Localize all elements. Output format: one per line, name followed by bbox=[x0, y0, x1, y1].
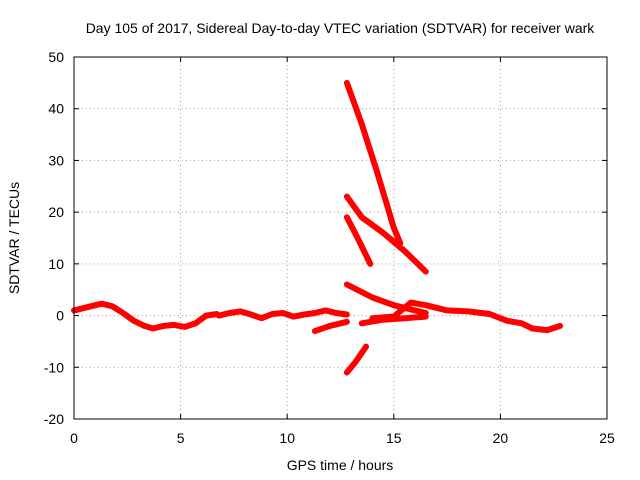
x-tick-label: 20 bbox=[493, 430, 509, 446]
y-axis-label: SDTVAR / TECUs bbox=[6, 182, 22, 294]
y-tick-label: 20 bbox=[48, 204, 64, 220]
series-spike-b bbox=[343, 193, 429, 275]
series-baseline-c bbox=[369, 299, 564, 334]
series-baseline-b bbox=[216, 307, 350, 322]
y-tick-label: 10 bbox=[48, 256, 64, 272]
series-baseline-a bbox=[71, 300, 220, 332]
series-spike-c bbox=[343, 214, 374, 267]
x-tick-label: 5 bbox=[177, 430, 185, 446]
x-tick-label: 0 bbox=[70, 430, 78, 446]
x-axis-label: GPS time / hours bbox=[287, 457, 394, 473]
series-track-a bbox=[311, 318, 350, 335]
y-tick-label: 0 bbox=[56, 308, 64, 324]
grid-lines bbox=[74, 57, 607, 419]
y-tick-label: -10 bbox=[44, 359, 64, 375]
axis-ticks: 0 5 10 15 20 25 -20 -10 0 10 20 30 40 50 bbox=[44, 49, 615, 446]
y-tick-label: -20 bbox=[44, 411, 64, 427]
x-tick-label: 25 bbox=[599, 430, 615, 446]
plot-frame bbox=[73, 56, 608, 420]
x-tick-label: 15 bbox=[386, 430, 402, 446]
x-tick-label: 10 bbox=[279, 430, 295, 446]
chart-title: Day 105 of 2017, Sidereal Day-to-day VTE… bbox=[86, 20, 596, 36]
series-track-b bbox=[343, 281, 429, 316]
y-tick-label: 30 bbox=[48, 152, 64, 168]
series-group bbox=[71, 79, 564, 376]
y-tick-label: 40 bbox=[48, 101, 64, 117]
series-spike-a bbox=[343, 79, 404, 247]
y-tick-label: 50 bbox=[48, 49, 64, 65]
series-drop-a bbox=[343, 343, 370, 376]
